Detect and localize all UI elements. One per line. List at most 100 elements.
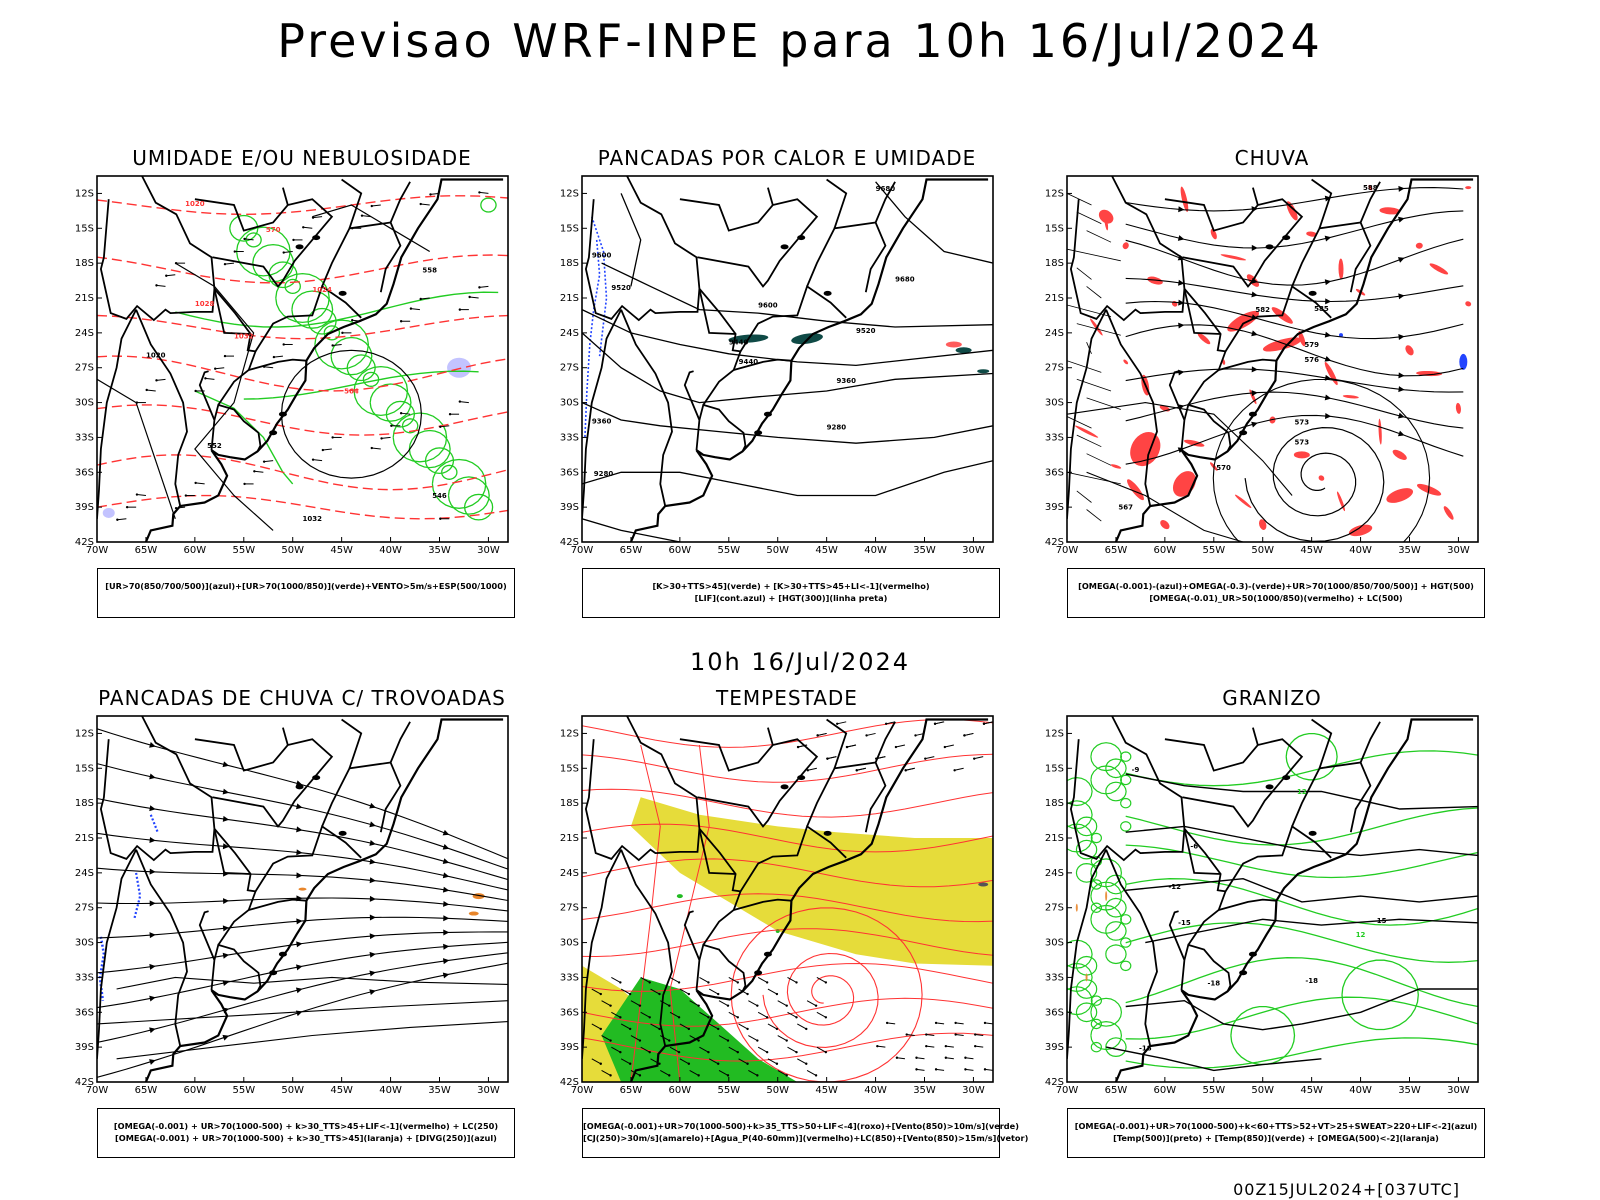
state-border	[1311, 718, 1333, 769]
temp850-contour	[1075, 1002, 1098, 1023]
wind-vector-850	[630, 1035, 641, 1041]
wind-vector-850-head	[876, 1044, 879, 1048]
thickness-contour	[97, 454, 508, 491]
lake	[1282, 775, 1291, 781]
lon-tick-label: 50W	[281, 545, 304, 556]
wind-vector-850	[945, 1057, 954, 1060]
wind-vector-850	[984, 1022, 993, 1025]
stream-arrow	[1397, 257, 1405, 263]
map-frame	[581, 715, 994, 1083]
wind-vector-850-head	[933, 722, 937, 726]
temp500-contour	[1145, 918, 1478, 944]
contour-label: -15	[1178, 919, 1191, 927]
wind-vector-850	[718, 1035, 729, 1041]
state-border	[1168, 370, 1186, 421]
wind-vector	[264, 366, 274, 369]
temp850-contour	[1090, 879, 1103, 890]
rain-area	[1293, 451, 1310, 459]
wind-vector-850	[611, 976, 621, 983]
wind-vector	[215, 367, 225, 370]
legend-box: [OMEGA(-0.001)+UR>70(1000-500)+k<60+TTS>…	[1067, 1108, 1485, 1158]
humidity-contour	[330, 336, 373, 376]
lake	[763, 951, 772, 957]
wind-vector	[313, 216, 323, 219]
wind-vector-850	[936, 1022, 945, 1025]
wind-vector	[332, 343, 342, 346]
lon-tick-label: 50W	[1251, 1085, 1274, 1096]
state-border	[626, 176, 742, 406]
stream-arrow	[369, 877, 376, 884]
contour-label: -15	[1374, 917, 1387, 925]
wind-vector-850	[915, 732, 925, 736]
temp850-contour	[1075, 862, 1098, 883]
lat-tick-label: 18S	[560, 798, 579, 809]
state-border	[1311, 178, 1333, 229]
stream-arrow	[369, 933, 376, 940]
wind-vector-head	[223, 262, 227, 266]
wind-vector-850	[679, 1023, 690, 1030]
temp500-contour	[1125, 988, 1478, 1031]
andes-hatch	[1086, 453, 1112, 466]
rain-area	[1210, 228, 1217, 240]
wind-vector-head	[302, 226, 305, 229]
wind-vector-850	[620, 1023, 631, 1030]
lon-tick-label: 50W	[766, 1085, 789, 1096]
stream-arrow	[369, 840, 376, 846]
lake	[823, 830, 832, 836]
temp850-contour	[1105, 874, 1127, 895]
stream-arrow	[369, 895, 376, 902]
wind-vector-850	[767, 988, 778, 995]
lat-tick-label: 39S	[1045, 1042, 1064, 1053]
wind-vector	[273, 355, 283, 358]
stream-arrow	[442, 829, 450, 836]
state-border	[1180, 403, 1232, 452]
lake	[780, 244, 789, 250]
state-border	[99, 199, 216, 322]
wind-vector-850-head	[717, 1062, 720, 1065]
humidity-contour	[284, 278, 301, 295]
lat-tick-label: 24S	[560, 328, 579, 339]
lon-tick-label: 60W	[669, 1085, 692, 1096]
wind-vector-850-head	[599, 1027, 602, 1031]
temp850-contour	[1067, 823, 1093, 853]
andes-hatch	[1086, 397, 1121, 410]
andes-hatch	[1067, 248, 1121, 262]
stream-arrow	[222, 761, 230, 768]
lake	[1308, 830, 1317, 836]
rain-area	[1123, 359, 1129, 365]
legend-line: [OMEGA(-0.01)_UR>50(1000/850)(vermelho) …	[1149, 593, 1403, 603]
state-border	[1224, 824, 1332, 892]
wind-vector-850-head	[726, 1074, 730, 1077]
lat-tick-label: 30S	[560, 938, 579, 949]
state-border	[1164, 738, 1304, 828]
map-frame	[96, 715, 509, 1083]
wind-vector-850-head	[736, 1050, 739, 1054]
stream-arrow	[369, 970, 376, 977]
wind-vector-850-head	[795, 1050, 798, 1054]
wind-vector	[146, 389, 156, 392]
stream-arrow	[149, 932, 156, 939]
streamline	[97, 763, 508, 870]
lat-tick-label: 27S	[75, 363, 94, 374]
lake	[312, 775, 321, 781]
wind-vector-850-head	[609, 1039, 612, 1042]
lat-tick-label: 15S	[560, 223, 579, 234]
panel-title: GRANIZO	[1222, 686, 1322, 710]
state-border	[1111, 176, 1227, 406]
stream-arrow	[296, 849, 303, 856]
wind-vector-head	[174, 506, 178, 510]
state-border	[389, 721, 411, 763]
wind-vector-850	[699, 1046, 709, 1053]
lat-tick-label: 12S	[75, 188, 94, 199]
wind-vector-head	[155, 379, 158, 382]
temp850-contour	[1105, 921, 1127, 941]
lat-tick-label: 36S	[1045, 467, 1064, 478]
wind-vector-850	[886, 721, 896, 725]
lake	[295, 244, 304, 250]
humidity-upper-area	[447, 357, 472, 378]
streamline	[1125, 238, 1464, 286]
lon-tick-label: 50W	[1251, 545, 1274, 556]
wind-vector-850	[611, 1011, 621, 1018]
